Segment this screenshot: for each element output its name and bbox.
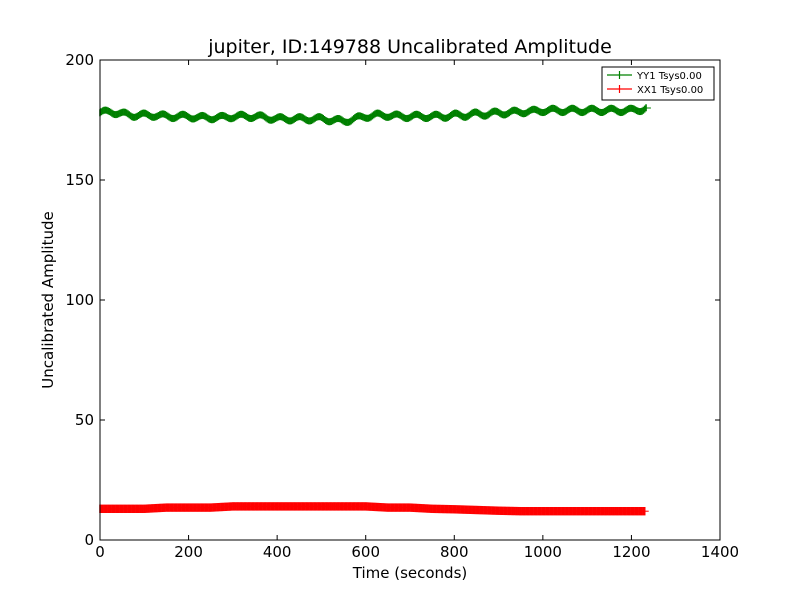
x-tick-label: 0 — [95, 543, 105, 561]
x-tick-label: 1400 — [701, 543, 739, 561]
legend-label: XX1 Tsys0.00 — [637, 85, 703, 96]
x-tick-label: 400 — [263, 543, 292, 561]
x-tick-label: 800 — [440, 543, 469, 561]
plot-area — [99, 104, 651, 516]
x-tick-label: 1200 — [612, 543, 650, 561]
series-1 — [99, 104, 651, 126]
legend-label: YY1 Tsys0.00 — [636, 71, 702, 82]
axes: 0 200 400 600 800 1000 1200 1400 0 50 100 150 200 — [65, 51, 739, 561]
legend: YY1 Tsys0.00 XX1 Tsys0.00 — [601, 66, 715, 101]
x-tick-label: 1000 — [524, 543, 562, 561]
y-tick-label: 150 — [65, 171, 94, 189]
x-tick-label: 600 — [351, 543, 380, 561]
legend-box — [601, 66, 715, 101]
chart-title: jupiter, ID:149788 Uncalibrated Amplitud… — [207, 36, 612, 58]
y-tick-label: 50 — [75, 411, 94, 429]
series-2 — [99, 502, 649, 516]
x-tick-label: 200 — [174, 543, 203, 561]
series-1-line — [99, 107, 648, 122]
y-tick-label: 200 — [65, 51, 94, 69]
series-2-line — [100, 505, 645, 512]
y-tick-label: 0 — [84, 531, 94, 549]
x-axis-label: Time (seconds) — [352, 564, 468, 582]
y-axis-label: Uncalibrated Amplitude — [39, 211, 57, 388]
y-tick-label: 100 — [65, 291, 94, 309]
